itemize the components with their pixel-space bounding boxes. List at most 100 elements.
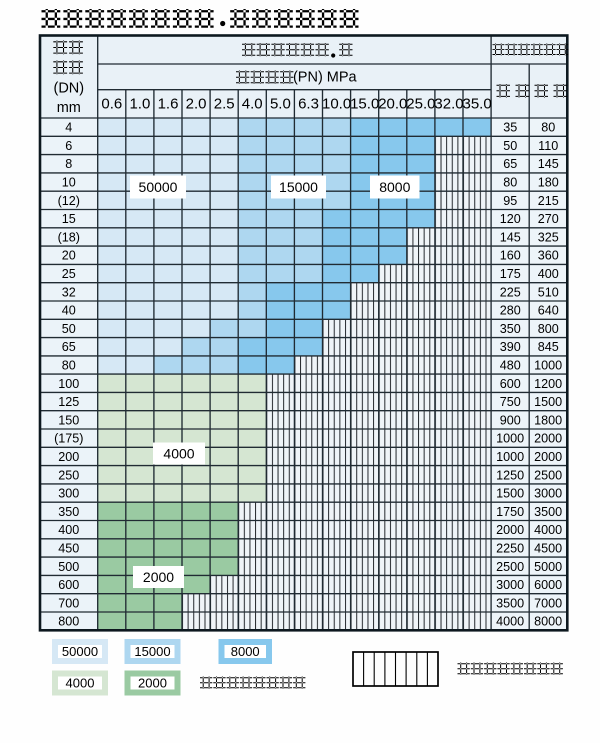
svg-text:8: 8 <box>65 157 72 171</box>
svg-text:80: 80 <box>62 359 76 373</box>
svg-text:270: 270 <box>538 212 559 226</box>
svg-text:8000: 8000 <box>379 179 410 195</box>
svg-text:390: 390 <box>500 340 521 354</box>
svg-text:10.0: 10.0 <box>322 96 351 113</box>
svg-text:4000: 4000 <box>66 676 95 691</box>
svg-text:4.0: 4.0 <box>242 96 263 113</box>
svg-text:2.0: 2.0 <box>186 96 207 113</box>
svg-text:250: 250 <box>58 468 79 482</box>
svg-text:145: 145 <box>538 157 559 171</box>
svg-text:2250: 2250 <box>496 542 524 556</box>
svg-text:2000: 2000 <box>534 450 562 464</box>
svg-text:3000: 3000 <box>534 487 562 501</box>
svg-text:15000: 15000 <box>134 644 170 659</box>
svg-text:750: 750 <box>500 395 521 409</box>
svg-text:35.0: 35.0 <box>462 96 491 113</box>
svg-text:35: 35 <box>503 121 517 135</box>
svg-text:1.6: 1.6 <box>158 96 179 113</box>
svg-text:2000: 2000 <box>534 432 562 446</box>
svg-text:360: 360 <box>538 249 559 263</box>
svg-text:2000: 2000 <box>496 523 524 537</box>
svg-text:1800: 1800 <box>534 413 562 427</box>
svg-text:180: 180 <box>538 176 559 190</box>
svg-text:480: 480 <box>500 359 521 373</box>
svg-text:100: 100 <box>58 377 79 391</box>
svg-text:800: 800 <box>58 615 79 629</box>
svg-text:110: 110 <box>538 139 558 153</box>
svg-text:700: 700 <box>58 596 79 610</box>
svg-text:500: 500 <box>58 560 79 574</box>
svg-text:4000: 4000 <box>496 615 524 629</box>
svg-text:400: 400 <box>538 267 559 281</box>
svg-text:(175): (175) <box>54 432 83 446</box>
svg-text:65: 65 <box>503 157 517 171</box>
svg-text:1.0: 1.0 <box>129 96 150 113</box>
svg-text:1200: 1200 <box>534 377 562 391</box>
svg-text:325: 325 <box>538 230 559 244</box>
svg-text:95: 95 <box>503 194 517 208</box>
svg-text:8000: 8000 <box>534 615 562 629</box>
svg-text:15000: 15000 <box>279 179 318 195</box>
svg-text:125: 125 <box>58 395 79 409</box>
svg-text:600: 600 <box>500 377 521 391</box>
svg-text:mm: mm <box>57 100 81 116</box>
svg-text:3500: 3500 <box>496 596 524 610</box>
svg-text:300: 300 <box>58 487 79 501</box>
svg-text:4000: 4000 <box>163 445 194 461</box>
svg-text:160: 160 <box>500 249 521 263</box>
svg-text:2000: 2000 <box>138 676 167 691</box>
svg-text:0.6: 0.6 <box>101 96 122 113</box>
svg-text:7000: 7000 <box>534 596 562 610</box>
svg-text:350: 350 <box>500 322 521 336</box>
svg-text:5000: 5000 <box>534 560 562 574</box>
svg-text:845: 845 <box>538 340 559 354</box>
svg-text:32.0: 32.0 <box>434 96 463 113</box>
svg-text:6000: 6000 <box>534 578 562 592</box>
svg-text:(12): (12) <box>58 194 80 208</box>
svg-text:80: 80 <box>503 176 517 190</box>
svg-text:4500: 4500 <box>534 542 562 556</box>
svg-text:32: 32 <box>62 285 76 299</box>
svg-text:225: 225 <box>500 285 521 299</box>
svg-text:40: 40 <box>62 304 76 318</box>
svg-text:(PN) MPa: (PN) MPa <box>293 70 358 86</box>
svg-text:4: 4 <box>65 121 72 135</box>
svg-text:2500: 2500 <box>534 468 562 482</box>
svg-text:3500: 3500 <box>534 505 562 519</box>
svg-text:20: 20 <box>62 249 76 263</box>
svg-text:5.0: 5.0 <box>270 96 291 113</box>
svg-text:120: 120 <box>500 212 521 226</box>
svg-text:2.5: 2.5 <box>214 96 235 113</box>
svg-text:900: 900 <box>500 413 521 427</box>
svg-text:50000: 50000 <box>139 179 178 195</box>
svg-text:600: 600 <box>58 578 79 592</box>
svg-text:215: 215 <box>538 194 559 208</box>
svg-text:400: 400 <box>58 523 79 537</box>
svg-text:50000: 50000 <box>62 644 98 659</box>
svg-text:80: 80 <box>541 121 555 135</box>
svg-text:175: 175 <box>500 267 521 281</box>
svg-text:1750: 1750 <box>496 505 524 519</box>
svg-text:15: 15 <box>62 212 76 226</box>
svg-text:1000: 1000 <box>534 359 562 373</box>
svg-text:2000: 2000 <box>143 569 174 585</box>
svg-text:1000: 1000 <box>496 450 524 464</box>
svg-text:20.0: 20.0 <box>378 96 407 113</box>
svg-text:50: 50 <box>503 139 517 153</box>
svg-text:510: 510 <box>538 285 559 299</box>
svg-text:1000: 1000 <box>496 432 524 446</box>
svg-text:25.0: 25.0 <box>406 96 435 113</box>
svg-text:640: 640 <box>538 304 559 318</box>
svg-text:350: 350 <box>58 505 79 519</box>
svg-text:200: 200 <box>58 450 79 464</box>
svg-text:450: 450 <box>58 542 79 556</box>
svg-text:800: 800 <box>538 322 559 336</box>
svg-text:6: 6 <box>65 139 72 153</box>
svg-text:25: 25 <box>62 267 76 281</box>
svg-text:1500: 1500 <box>496 487 524 501</box>
svg-text:(18): (18) <box>58 230 80 244</box>
svg-text:280: 280 <box>500 304 521 318</box>
svg-text:65: 65 <box>62 340 76 354</box>
svg-text:50: 50 <box>62 322 76 336</box>
svg-text:1500: 1500 <box>534 395 562 409</box>
